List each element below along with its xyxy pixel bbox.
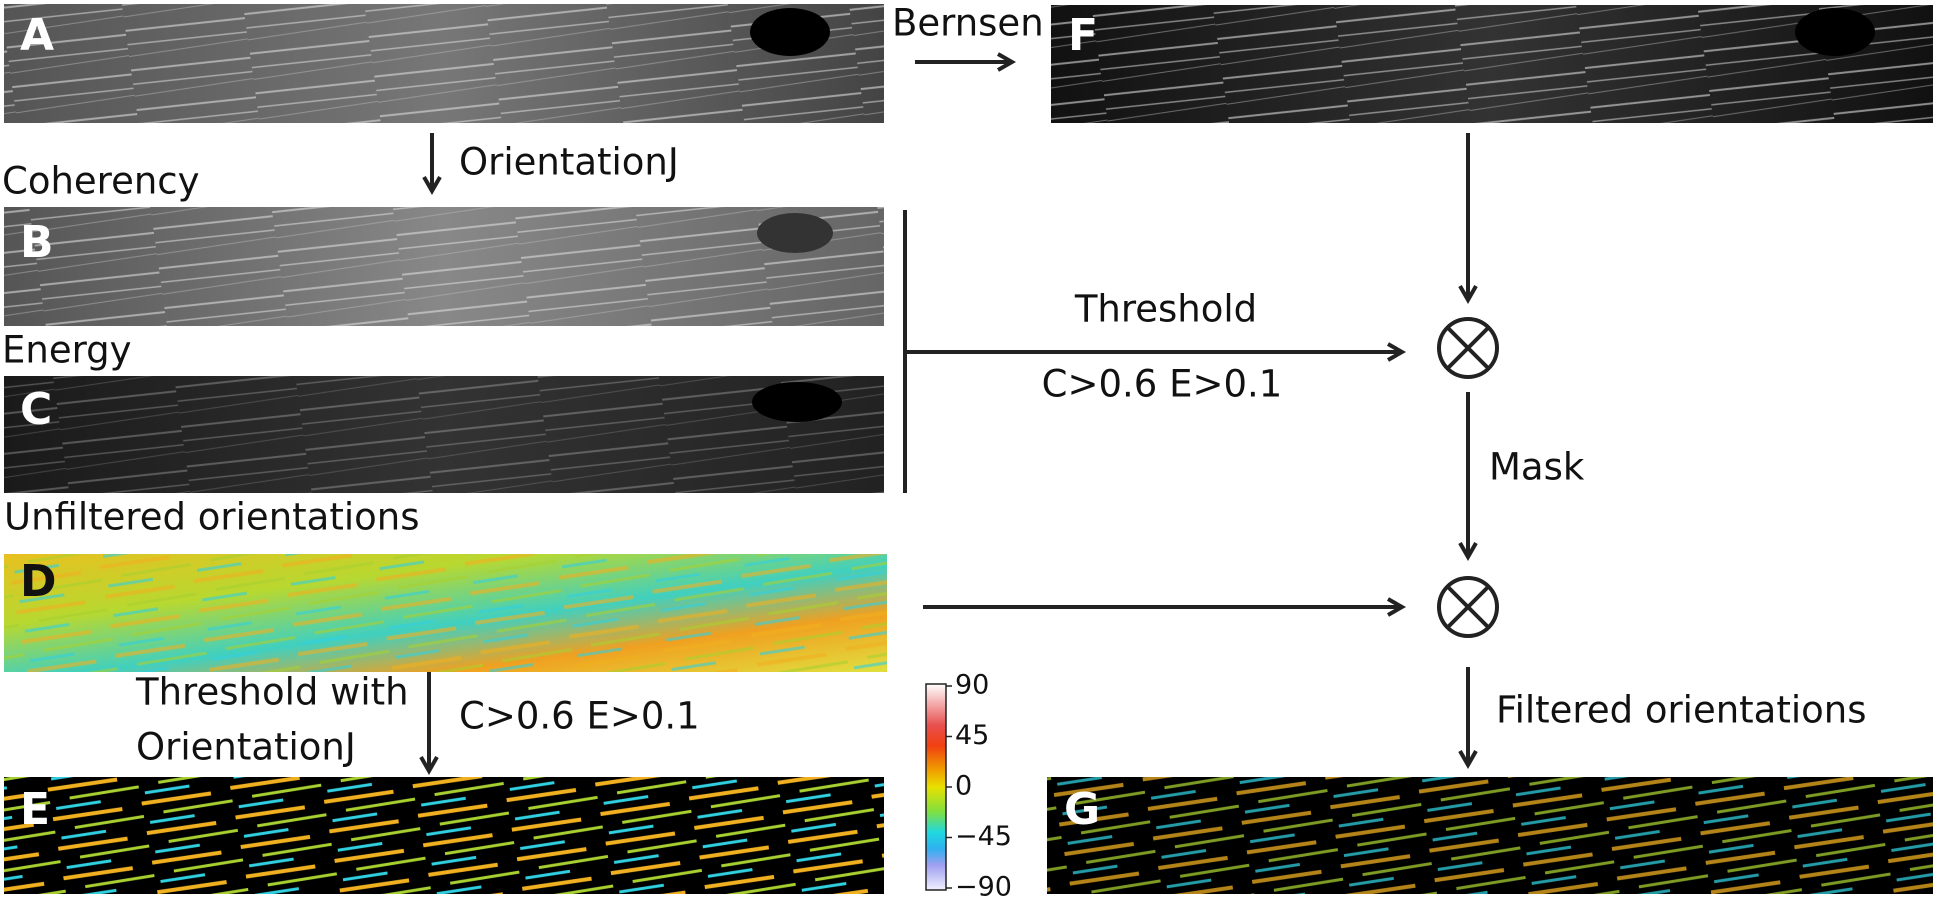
panel-d (4, 554, 887, 672)
label: Threshold with (135, 671, 409, 714)
panel-letter: B (20, 217, 54, 268)
colorbar-tick-label: −45 (955, 821, 1012, 852)
colorbar-ticks: 90 45 0 −45 −90 (946, 670, 1012, 903)
panel-letter: F (1068, 10, 1098, 61)
panel-letter: A (20, 10, 54, 61)
label: Mask (1489, 446, 1585, 489)
panel-c (4, 376, 884, 493)
panel-letter: E (20, 784, 50, 835)
label: Bernsen (892, 2, 1044, 45)
label: C>0.6 E>0.1 (1042, 363, 1283, 406)
colorbar-tick-label: 0 (955, 771, 972, 802)
panel-e (4, 777, 884, 894)
label: Threshold (1074, 288, 1257, 331)
label: OrientationJ (136, 726, 356, 769)
label: Filtered orientations (1496, 689, 1867, 732)
colorbar-tick-label: 45 (955, 720, 989, 751)
panel-f (1051, 5, 1933, 123)
colorbar-tick-label: −90 (955, 872, 1012, 903)
label: Energy (2, 329, 132, 372)
panel-letter: G (1064, 784, 1100, 835)
label: Coherency (2, 160, 200, 203)
label: C>0.6 E>0.1 (459, 695, 700, 738)
panel-letter: C (20, 384, 52, 435)
panel-g (1047, 777, 1933, 894)
connectors (419, 52, 1499, 776)
label: OrientationJ (459, 141, 679, 184)
label: Unfiltered orientations (4, 496, 419, 539)
panel-b (4, 207, 884, 326)
colorbar (925, 683, 947, 891)
panel-letter: D (20, 556, 57, 607)
colorbar-tick-label: 90 (955, 670, 989, 701)
panel-a (4, 4, 884, 123)
